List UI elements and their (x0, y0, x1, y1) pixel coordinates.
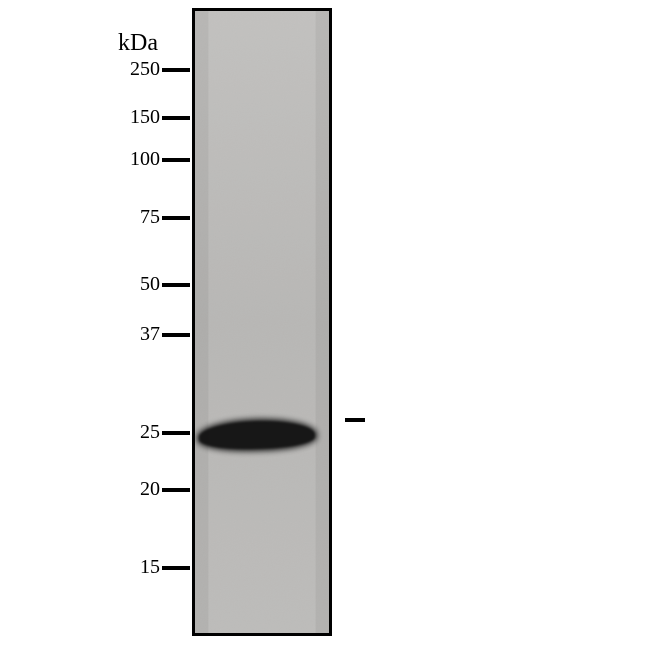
band-indicator (345, 418, 365, 422)
marker-tick (162, 216, 190, 220)
marker-label: 25 (0, 421, 160, 444)
marker-tick (162, 488, 190, 492)
marker-tick (162, 68, 190, 72)
marker-label: 250 (0, 58, 160, 81)
marker-tick (162, 566, 190, 570)
marker-tick (162, 333, 190, 337)
marker-label: 75 (0, 206, 160, 229)
blot-canvas: kDa 250 150 100 75 50 37 25 20 15 (0, 0, 650, 650)
marker-label: 20 (0, 478, 160, 501)
marker-tick (162, 283, 190, 287)
blot-lane (192, 8, 332, 636)
marker-label: 15 (0, 556, 160, 579)
marker-label: 100 (0, 148, 160, 171)
marker-tick (162, 116, 190, 120)
marker-tick (162, 158, 190, 162)
marker-label: 150 (0, 106, 160, 129)
lane-background (195, 11, 329, 633)
marker-label: 50 (0, 273, 160, 296)
marker-tick (162, 431, 190, 435)
unit-label: kDa (118, 30, 158, 57)
marker-label: 37 (0, 323, 160, 346)
